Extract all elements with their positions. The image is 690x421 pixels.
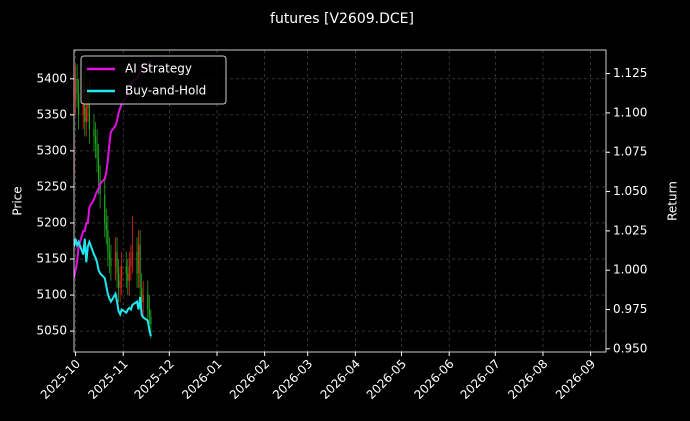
y2-tick-label: 1.000: [613, 263, 647, 277]
candle-body: [147, 295, 149, 310]
candle-body: [85, 107, 87, 123]
legend-box: [80, 55, 227, 105]
candle-body: [110, 259, 112, 267]
y-tick-label: 5300: [36, 143, 67, 157]
candle-body: [94, 136, 97, 144]
y2-axis-label: Return: [666, 181, 680, 221]
candle-body: [116, 251, 118, 274]
y2-tick-label: 1.050: [613, 184, 647, 198]
plot-frame: [73, 49, 607, 353]
candle-body: [119, 280, 121, 288]
y-tick-label: 5400: [36, 71, 67, 85]
candle-body: [142, 295, 144, 303]
candle-body: [74, 78, 77, 101]
y-tick-label: 5350: [36, 107, 67, 121]
candle-body: [108, 251, 110, 260]
line-series: [74, 238, 152, 337]
y-axis-label: Price: [11, 186, 25, 215]
y2-tick-label: 1.100: [613, 105, 647, 119]
y2-tick-label: 1.125: [613, 66, 647, 80]
candle-body: [107, 230, 109, 252]
legend-label: AI Strategy: [125, 62, 192, 76]
candle-body: [150, 316, 152, 324]
candle-body: [117, 273, 120, 288]
candle-body: [130, 259, 132, 267]
candle-body: [136, 251, 138, 274]
candle-body: [93, 129, 95, 137]
candle-body: [125, 266, 127, 274]
y-tick-label: 5150: [36, 252, 67, 266]
y-tick-label: 5050: [36, 324, 67, 338]
candle-body: [128, 266, 130, 281]
candle-body: [76, 78, 78, 94]
candle-body: [141, 287, 143, 303]
candle-body: [137, 244, 140, 274]
candle-body: [114, 251, 117, 267]
candle-body: [127, 273, 129, 281]
candle-body: [131, 251, 134, 260]
candle-body: [98, 158, 100, 180]
candle-body: [105, 222, 107, 231]
y2-tick-label: 0.950: [613, 341, 647, 355]
y-tick-label: 5250: [36, 179, 67, 193]
y-tick-label: 5200: [36, 215, 67, 229]
y2-tick-label: 1.025: [613, 223, 647, 237]
y-tick-label: 5100: [36, 288, 67, 302]
candle-body: [139, 244, 141, 288]
candle-body: [99, 179, 101, 195]
y2-tick-label: 1.075: [613, 145, 647, 159]
chart-title: futures [V2609.DCE]: [270, 11, 414, 27]
candle-body: [121, 266, 123, 281]
candle-body: [88, 93, 90, 130]
candle-body: [148, 309, 150, 317]
legend-label: Buy-and-Hold: [125, 84, 206, 98]
candle-body: [104, 194, 106, 223]
y2-tick-label: 0.975: [613, 302, 647, 316]
candle-body: [96, 143, 98, 159]
candle-body: [78, 93, 80, 115]
